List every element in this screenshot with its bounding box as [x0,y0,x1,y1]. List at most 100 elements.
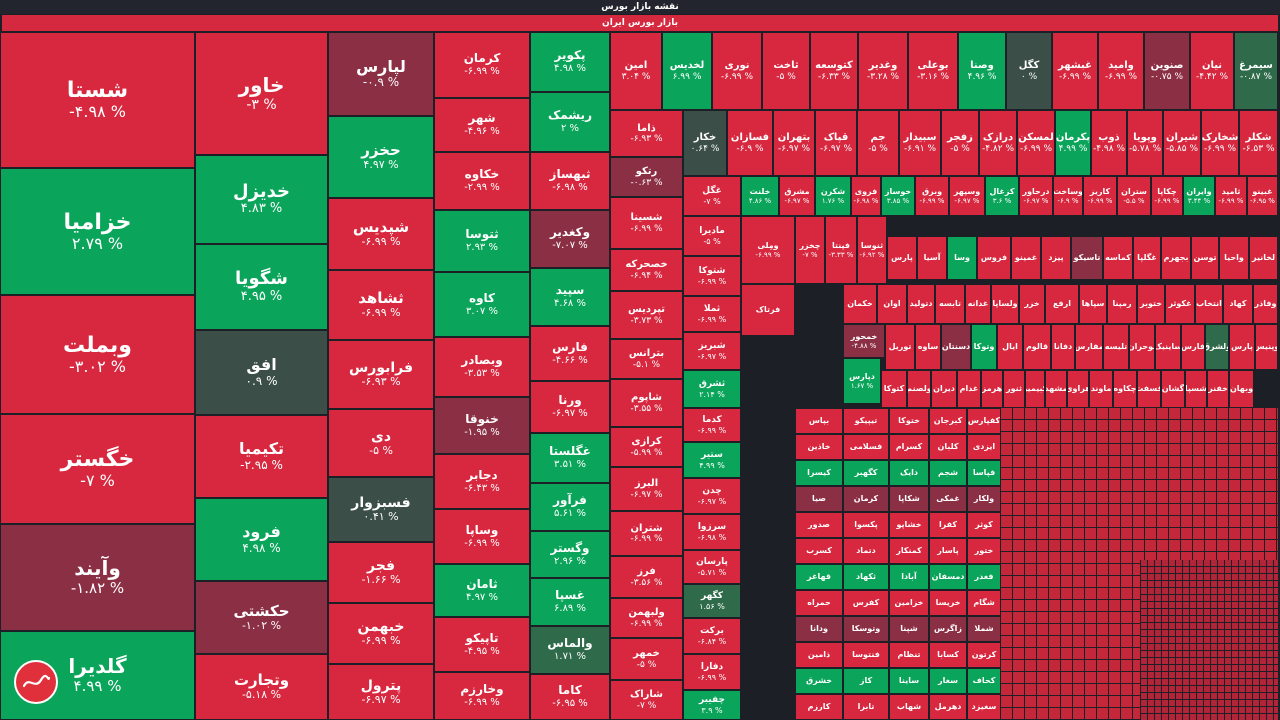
stock-tile[interactable]: خمحور -۴.۸۸ % [843,324,885,358]
stock-tile[interactable]: خزامین [889,590,929,616]
stock-tile[interactable]: وساخت -۶.۹ % [1053,176,1083,216]
stock-tile[interactable]: پترول -۶.۹۷ % [328,664,434,720]
stock-tile[interactable]: ستیر ۴.۹۹ % [683,442,741,478]
stock-tile[interactable]: دمسفان [929,564,967,590]
stock-tile[interactable]: کفپارس [967,408,1001,434]
stock-tile[interactable]: دسنتان [941,324,971,370]
stock-tile[interactable]: هرمز [981,370,1003,408]
stock-tile[interactable]: ساوه [915,324,941,370]
stock-tile[interactable]: سرزوا -۶.۹۸ % [683,514,741,550]
stock-tile[interactable]: قهاغر [795,564,843,590]
stock-tile[interactable]: وبملت -۳.۰۲ % [0,295,195,414]
stock-tile[interactable]: مشرق -۶.۹۷ % [779,176,815,216]
stock-tile[interactable]: پکویر ۴.۹۸ % [530,32,610,92]
stock-tile[interactable]: دفانا [1051,324,1075,370]
stock-tile[interactable]: کسرام [889,434,929,460]
stock-tile[interactable]: کدما -۶.۹۹ % [683,408,741,442]
stock-tile[interactable]: خصحرکه -۶.۹۴ % [610,249,683,291]
stock-tile[interactable]: تلیسه [1103,324,1129,370]
stock-tile[interactable]: مفارس [1075,324,1103,370]
stock-tile[interactable]: شهاب [889,694,929,720]
stock-tile[interactable]: وتوکا [971,324,997,370]
stock-tile[interactable]: فرز -۳.۵۶ % [610,556,683,598]
stock-tile[interactable]: ومِلی -۶.۹۹ % [741,216,795,284]
stock-tile[interactable]: شتوکا -۶.۹۹ % [683,256,741,296]
stock-tile[interactable]: ورنا -۶.۹۷ % [530,381,610,433]
stock-tile[interactable]: قپاک -۶.۹۷ % [815,110,857,176]
stock-tile[interactable]: کرمان [843,486,889,512]
stock-tile[interactable]: ختوبر [1137,284,1165,324]
stock-tile[interactable]: فپاسا [967,460,1001,486]
stock-tile[interactable]: برکت -۶.۸۴ % [683,618,741,654]
stock-tile[interactable]: غگلستا ۳.۵۱ % [530,433,610,483]
stock-tile[interactable]: تپردیس -۳.۷۳ % [610,291,683,339]
stock-tile[interactable]: وسپهر -۶.۹۷ % [949,176,985,216]
stock-tile[interactable]: غبشهر -۶.۹۹ % [1052,32,1098,110]
stock-tile[interactable]: کیسرا [795,460,843,486]
stock-tile[interactable]: تابرا [843,694,889,720]
stock-tile[interactable]: کلبان [929,434,967,460]
stock-tile[interactable]: کگهبر [843,460,889,486]
stock-tile[interactable]: جم -۵ % [857,110,899,176]
stock-tile[interactable]: خوساز ۳.۸۵ % [881,176,915,216]
stock-tile[interactable]: دیران [931,370,957,408]
stock-tile[interactable]: والماس ۱.۷۱ % [530,626,610,674]
stock-tile[interactable]: ثکهاد [843,564,889,590]
stock-tile[interactable]: کمنکار [889,538,929,564]
stock-tile[interactable]: ذامین [795,642,843,668]
stock-tile[interactable]: شملا [967,616,1001,642]
stock-tile[interactable]: ثاخت -۵ % [762,32,810,110]
stock-tile[interactable]: حمراه [795,590,843,616]
stock-tile[interactable]: کاما -۶.۹۵ % [530,674,610,720]
stock-tile[interactable]: صیا [795,486,843,512]
stock-tile[interactable]: سپاها [1079,284,1107,324]
stock-tile[interactable]: وامید -۶.۹۹ % [1098,32,1144,110]
stock-tile[interactable]: کرمان -۶.۹۹ % [434,32,530,98]
stock-tile[interactable]: ثشرق ۲.۱۴ % [683,370,741,408]
stock-tile[interactable]: کهاد [1223,284,1253,324]
stock-tile[interactable]: دی -۵ % [328,409,434,477]
stock-tile[interactable]: خکمان [843,284,877,324]
stock-tile[interactable]: کوثر [967,512,1001,538]
stock-tile[interactable]: کاز [843,668,889,694]
stock-tile[interactable]: دجابر -۶.۴۳ % [434,454,530,509]
stock-tile[interactable]: خریسا [929,590,967,616]
stock-tile[interactable]: تاپیکو -۴.۹۵ % [434,617,530,672]
stock-tile[interactable]: فروس [977,236,1011,280]
stock-tile[interactable]: ارفع [1045,284,1079,324]
stock-tile[interactable]: کارزم [795,694,843,720]
stock-tile[interactable]: کبیمیر [1025,370,1045,408]
stock-tile[interactable]: چخزر -۷ % [795,216,825,284]
stock-tile[interactable]: وایران ۳.۴۴ % [1183,176,1215,216]
stock-tile[interactable]: کسرب [795,538,843,564]
stock-tile[interactable]: رمپنا [1107,284,1137,324]
stock-tile[interactable]: خمهر -۵ % [610,638,683,680]
stock-tile[interactable]: ختور [967,538,1001,564]
stock-tile[interactable]: پکسوا [843,512,889,538]
stock-tile[interactable]: کبرجان [929,408,967,434]
stock-tile[interactable]: چکاوه [1113,370,1137,408]
stock-tile[interactable]: سبیدار -۶.۹۱ % [899,110,941,176]
stock-tile[interactable]: نیان -۴.۴۲ % [1190,32,1234,110]
stock-tile[interactable]: چفیبر ۳.۹ % [683,690,741,720]
stock-tile[interactable]: خنوقا -۱.۹۵ % [434,397,530,454]
stock-tile[interactable]: خشرق [795,668,843,694]
stock-tile[interactable]: وکغدیر -۷.۰۷ % [530,210,610,268]
stock-tile[interactable]: ثامید -۶.۹۹ % [1215,176,1247,216]
tiny-tiles-area[interactable] [1140,560,1278,720]
stock-tile[interactable]: وصنا ۴.۹۶ % [958,32,1006,110]
stock-tile[interactable]: چکاپا -۶.۹۹ % [1151,176,1183,216]
stock-tile[interactable]: خدیزل ۴.۸۳ % [195,155,328,244]
stock-tile[interactable]: ستران -۵.۵ % [1117,176,1151,216]
stock-tile[interactable]: رتکو -۰.۶۳ % [610,157,683,197]
stock-tile[interactable]: مادیرا -۵ % [683,216,741,256]
stock-tile[interactable]: آبادا [889,564,929,590]
stock-tile[interactable]: فرابورس -۶.۹۳ % [328,340,434,409]
stock-tile[interactable]: ذاما -۶.۹۳ % [610,110,683,157]
stock-tile[interactable]: وگستر ۲.۹۶ % [530,531,610,578]
stock-tile[interactable]: زفجر -۵ % [941,110,979,176]
stock-tile[interactable]: فنتوسا [843,642,889,668]
stock-tile[interactable]: ساینیک [1155,324,1181,370]
stock-tile[interactable]: کسابا [929,642,967,668]
stock-tile[interactable]: شکلر -۶.۵۳ % [1239,110,1278,176]
